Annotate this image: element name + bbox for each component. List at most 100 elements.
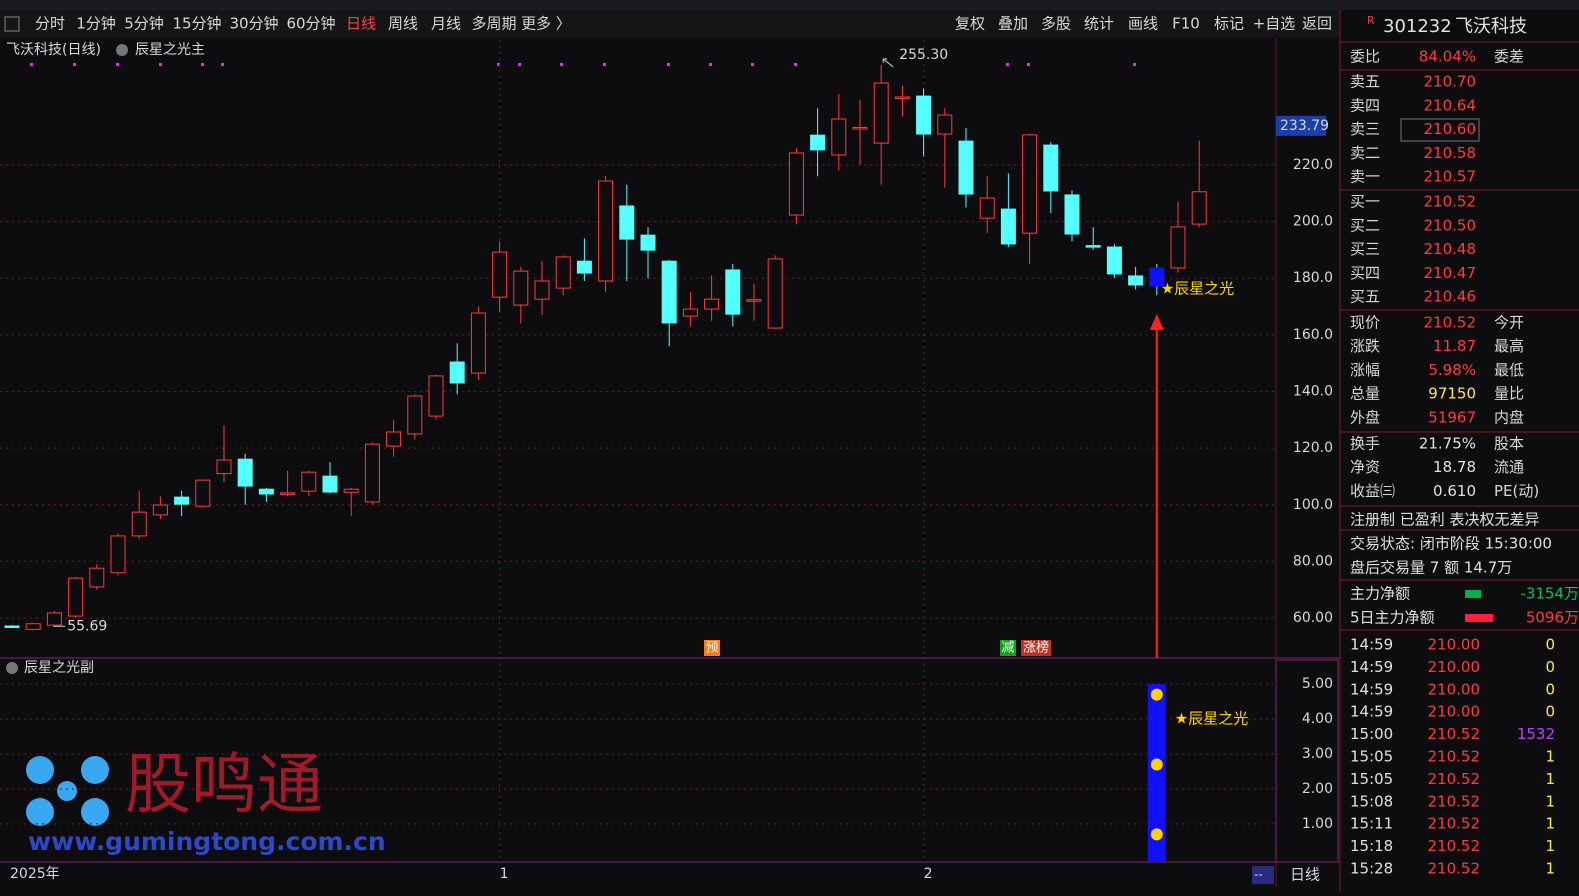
toolbar-tab[interactable]: 30分钟 [229, 15, 278, 33]
toolbar-tab[interactable]: 1分钟 [76, 15, 116, 33]
event-marker[interactable] [1000, 640, 1016, 656]
tick-time: 15:11 [1350, 815, 1393, 833]
toolbar-button[interactable]: 多股 [1041, 15, 1071, 33]
tick-volume: 1 [1545, 792, 1555, 810]
event-label: 涨榜 [1023, 640, 1049, 656]
toolbar-button[interactable]: 画线 [1128, 15, 1158, 33]
order-level: 买三 [1350, 240, 1380, 258]
min-price-label: 55.69 [67, 618, 107, 634]
value: 0.610 [1433, 482, 1476, 500]
tick-volume: 1 [1545, 860, 1555, 878]
candle-body [534, 280, 550, 300]
value: 11.87 [1433, 337, 1476, 355]
candle-body [1085, 245, 1101, 248]
tick-volume: 1 [1545, 815, 1555, 833]
toolbar-tab[interactable]: 日线 [346, 15, 376, 33]
label: 外盘 [1350, 408, 1380, 426]
panel-toggle[interactable] [4, 16, 20, 32]
candle-body [322, 475, 338, 493]
toolbar-tab[interactable]: 多周期 [471, 15, 516, 33]
toolbar-tab[interactable]: 更多 〉 [521, 15, 571, 33]
label: 量比 [1494, 385, 1524, 403]
flow-bar [1465, 590, 1481, 598]
candle-body [704, 298, 720, 310]
label: 净资 [1350, 458, 1380, 476]
order-price: 210.57 [1424, 168, 1477, 186]
tick-volume: 1532 [1517, 725, 1555, 743]
candle-body [258, 488, 274, 495]
value: 51967 [1428, 408, 1476, 426]
tick-price: 210.52 [1428, 748, 1481, 766]
signal-label: ★辰星之光 [1175, 710, 1248, 728]
candle-body [1191, 191, 1207, 225]
flow-value: -3154万 [1520, 585, 1579, 603]
toolbar-tab[interactable]: 周线 [388, 15, 418, 33]
info-line: 注册制 已盈利 表决权无差异 [1350, 511, 1540, 529]
candle-body [937, 114, 953, 135]
toolbar-button[interactable]: 统计 [1084, 15, 1114, 33]
tick-price: 210.52 [1428, 837, 1481, 855]
tick-volume: 1 [1545, 748, 1555, 766]
tick-price: 210.52 [1428, 725, 1481, 743]
tick-time: 15:18 [1350, 837, 1393, 855]
event-marker[interactable] [1021, 640, 1051, 656]
toolbar-tab[interactable]: 月线 [431, 15, 461, 33]
sub-axis-box [1275, 659, 1339, 863]
candle-body [1043, 144, 1059, 192]
toolbar-tab[interactable]: 60分钟 [286, 15, 335, 33]
toolbar-button[interactable]: 标记 [1214, 15, 1244, 33]
label: 涨幅 [1350, 361, 1380, 379]
order-level: 卖一 [1350, 168, 1380, 186]
toolbar-button[interactable]: +自选 [1253, 15, 1296, 33]
value: 18.78 [1433, 458, 1476, 476]
candle-body [598, 180, 614, 282]
tick-price: 210.52 [1428, 860, 1481, 878]
y-tick-label: 180.0 [1293, 270, 1333, 286]
candle-body [852, 127, 868, 130]
indicator-icon[interactable] [6, 662, 18, 674]
toolbar-button[interactable]: 复权 [955, 15, 985, 33]
scroll-box[interactable] [1252, 866, 1274, 884]
candle-body [449, 361, 465, 384]
candle-body [216, 459, 232, 475]
candle-body [894, 96, 910, 99]
candle-body [4, 625, 20, 628]
order-level: 卖二 [1350, 144, 1380, 162]
tick-time: 14:59 [1350, 680, 1393, 698]
cursor-price: 233.79 [1280, 118, 1329, 134]
value: 5.98% [1428, 361, 1476, 379]
y-tick-label: 3.00 [1302, 746, 1333, 762]
tick-volume: 0 [1545, 680, 1555, 698]
order-level: 卖五 [1350, 73, 1380, 91]
indicator-icon[interactable] [116, 44, 128, 56]
candle-body [1128, 275, 1144, 286]
event-marker[interactable] [704, 640, 720, 656]
y-tick-label: 160.0 [1293, 327, 1333, 343]
tick-price: 210.52 [1428, 770, 1481, 788]
toolbar-button[interactable]: F10 [1172, 15, 1200, 33]
toolbar-tab[interactable]: 分时 [35, 15, 65, 33]
x-tick-label: 2025年 [10, 866, 60, 882]
toolbar-button[interactable]: 叠加 [998, 15, 1028, 33]
y-tick-label: 80.00 [1293, 553, 1333, 569]
candle-body [470, 312, 486, 374]
order-price: 210.52 [1424, 193, 1477, 211]
cursor-price-box [1276, 115, 1326, 136]
toolbar-button[interactable]: 返回 [1302, 15, 1332, 33]
tick-price: 210.00 [1428, 658, 1481, 676]
y-tick-label: 60.00 [1293, 610, 1333, 626]
candle-body [237, 458, 253, 487]
tick-volume: 1 [1545, 770, 1555, 788]
signal-label: ★辰星之光 [1161, 280, 1234, 298]
candle-body [810, 134, 826, 151]
tick-time: 15:05 [1350, 748, 1393, 766]
x-tick-label: 1 [500, 866, 509, 882]
order-price: 210.60 [1424, 120, 1477, 138]
flow-label: 主力净额 [1350, 585, 1410, 603]
toolbar-tab[interactable]: 15分钟 [172, 15, 221, 33]
candle-body [873, 82, 889, 144]
y-tick-label: 5.00 [1302, 676, 1333, 692]
toolbar-tab[interactable]: 5分钟 [124, 15, 164, 33]
candle-body [725, 269, 741, 315]
candle-body [110, 535, 126, 574]
